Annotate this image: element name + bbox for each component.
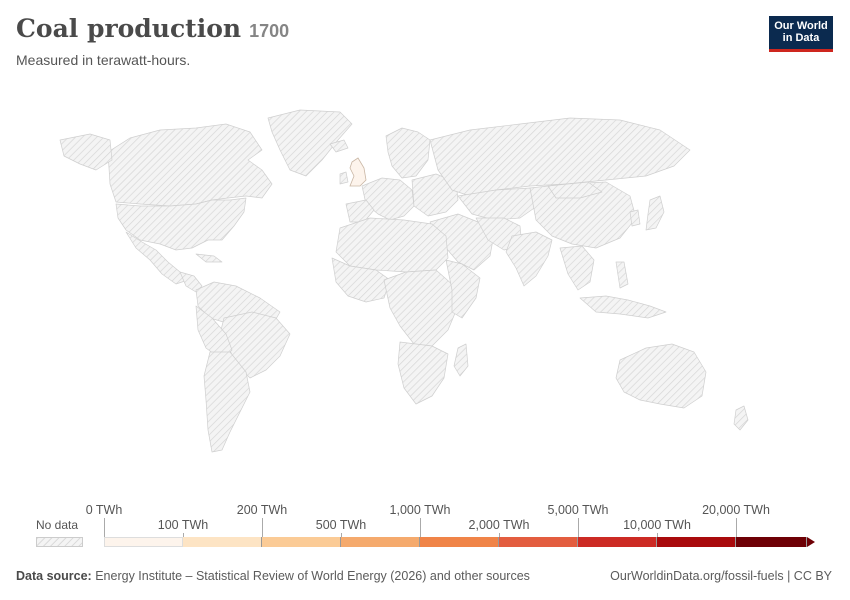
data-source: Data source: Energy Institute – Statisti… [16, 569, 530, 583]
legend-tick-mark [420, 518, 421, 537]
map-legend: No data 0 TWh 200 TWh 1,000 TWh 5,000 TWh 20… [0, 500, 850, 560]
legend-tick-mark [104, 518, 105, 537]
logo-line-2: in Data [782, 32, 820, 44]
legend-tick-mark [262, 518, 263, 537]
source-url[interactable]: OurWorldinData.org/fossil-fuels | CC BY [610, 569, 832, 583]
country-philippines [615, 261, 629, 289]
country-southeast-asia [559, 245, 595, 291]
legend-bin[interactable] [262, 537, 341, 547]
country-madagascar [453, 343, 469, 377]
country-korea [629, 209, 641, 227]
legend-tick-label: 10,000 TWh [623, 518, 691, 532]
chart-title: Coal production [16, 14, 242, 43]
legend-tick-label: 200 TWh [236, 503, 288, 517]
country-iberia [345, 199, 375, 223]
legend-bin[interactable] [341, 537, 420, 547]
legend-bin[interactable] [104, 537, 183, 547]
legend-no-data-swatch [36, 537, 83, 547]
country-alaska [59, 133, 113, 171]
country-japan [645, 195, 665, 231]
legend-tick-label: 0 TWh [85, 503, 123, 517]
legend-tick-label: 100 TWh [157, 518, 209, 532]
country-argentina-chile [203, 351, 251, 453]
legend-bin[interactable] [578, 537, 657, 547]
legend-bin[interactable] [420, 537, 499, 547]
country-scandinavia [385, 127, 431, 179]
legend-tick-label: 1,000 TWh [389, 503, 451, 517]
country-australia [615, 343, 707, 409]
country-west-africa [331, 257, 391, 303]
country-east-africa [445, 259, 481, 319]
country-kazakhstan-central-asia [457, 187, 541, 221]
logo-line-1: Our World [774, 20, 828, 32]
chart-year[interactable]: 1700 [249, 21, 290, 41]
country-russia [429, 117, 691, 197]
country-new-zealand [733, 405, 749, 431]
country-iceland [329, 139, 349, 153]
legend-no-data-label: No data [36, 518, 79, 532]
legend-tick-mark [499, 533, 500, 537]
legend-tick-label: 500 TWh [315, 518, 367, 532]
country-cuba [195, 253, 223, 263]
data-source-text[interactable]: Energy Institute – Statistical Review of… [95, 569, 530, 583]
legend-bin[interactable] [499, 537, 578, 547]
chart-subtitle: Measured in terawatt-hours. [16, 52, 191, 68]
country-europe-east [411, 173, 459, 217]
legend-tick-mark [736, 518, 737, 537]
country-usa [115, 197, 247, 251]
owid-logo[interactable]: Our World in Data [769, 16, 833, 52]
chart-header: Coal production 1700 [16, 14, 289, 43]
country-ireland [339, 171, 349, 185]
country-southern-africa [397, 341, 449, 405]
country-north-africa [335, 217, 449, 273]
world-map[interactable] [0, 80, 850, 480]
legend-tick-label: 2,000 TWh [468, 518, 530, 532]
country-mongolia [547, 181, 603, 199]
legend-bin[interactable] [183, 537, 262, 547]
country-indonesia [579, 295, 667, 319]
country-india [505, 231, 553, 287]
legend-tick-mark [183, 533, 184, 537]
legend-bin[interactable] [657, 537, 736, 547]
legend-tick-mark [657, 533, 658, 537]
footer: Data source: Energy Institute – Statisti… [16, 569, 832, 583]
legend-tick-mark [341, 533, 342, 537]
country-united-kingdom [349, 157, 367, 187]
country-china [529, 181, 637, 249]
legend-tick-mark [578, 518, 579, 537]
country-greenland [267, 109, 353, 177]
legend-arrow-tip [807, 537, 815, 547]
country-central-africa [383, 269, 459, 347]
country-canada [107, 123, 273, 207]
legend-tick-label: 5,000 TWh [547, 503, 609, 517]
legend-tick-label: 20,000 TWh [702, 503, 770, 517]
legend-bin[interactable] [736, 537, 807, 547]
data-source-label: Data source: [16, 569, 92, 583]
